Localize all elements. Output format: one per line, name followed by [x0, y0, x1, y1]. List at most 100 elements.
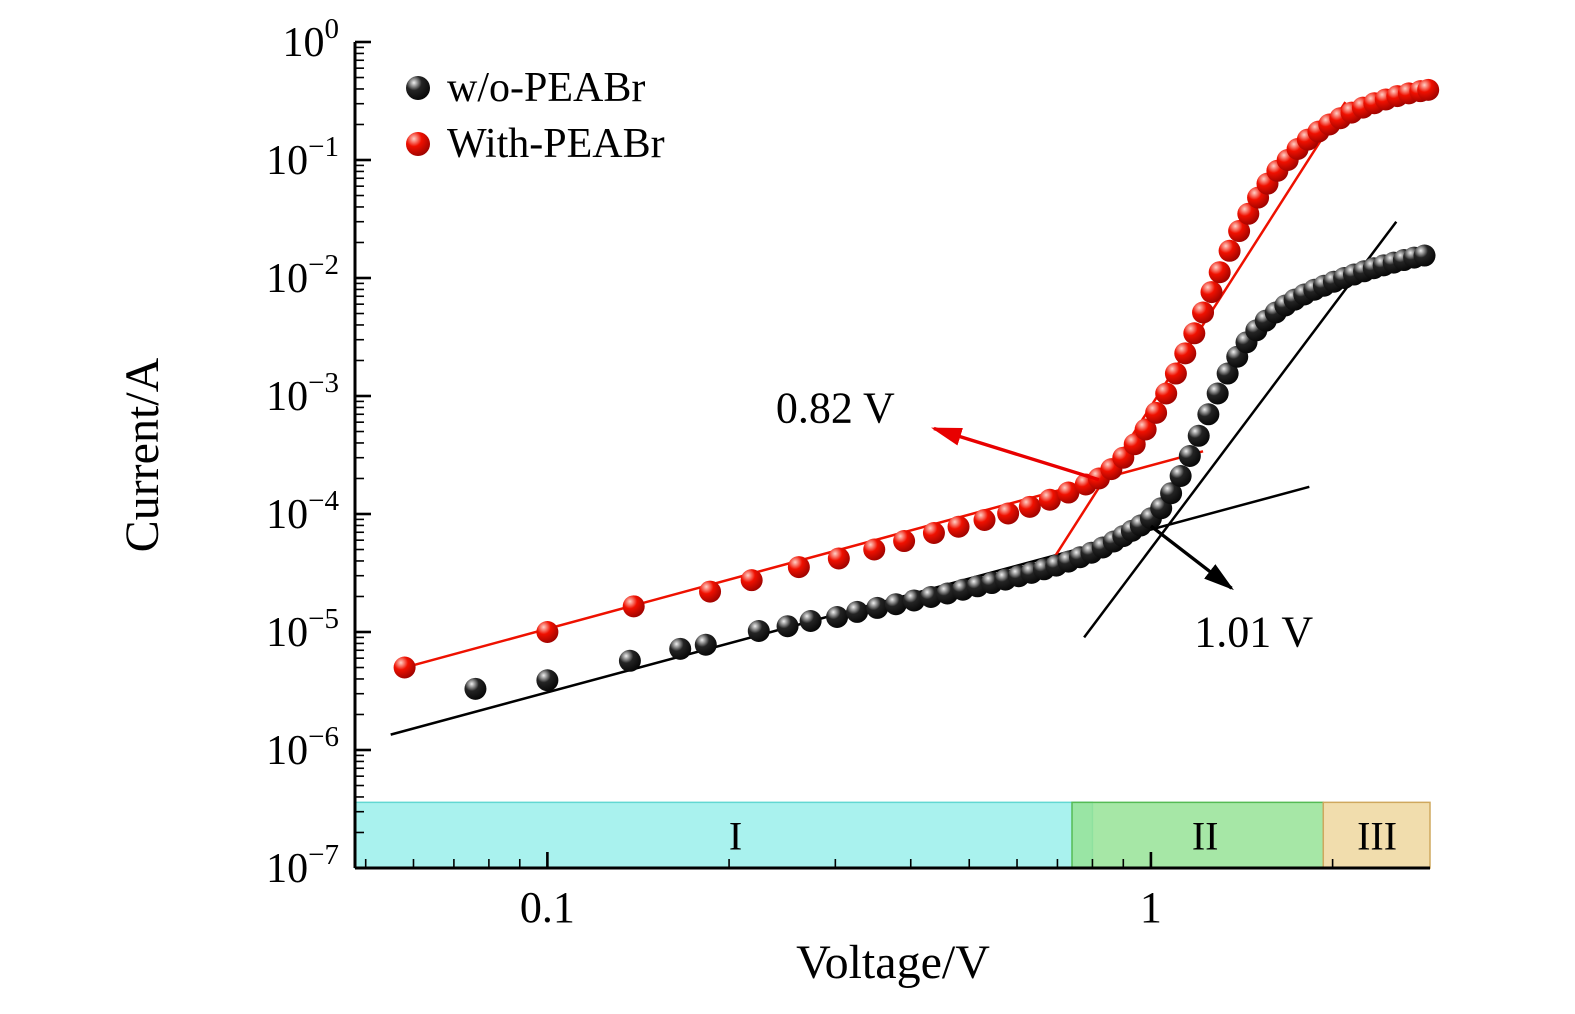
data-point — [1413, 244, 1436, 267]
y-tick-base: 10 — [266, 138, 308, 184]
data-point — [1206, 382, 1229, 405]
data-point — [740, 569, 763, 592]
data-point — [827, 547, 850, 570]
annotation-text: 0.82 V — [776, 384, 895, 433]
legend-marker — [406, 76, 430, 100]
black-tfl-fit — [1083, 220, 1398, 639]
y-axis-title: Current/A — [116, 357, 169, 552]
region-band-I — [354, 801, 1094, 869]
y-tick-exponent: −1 — [308, 131, 339, 163]
annotation-arrow — [931, 426, 1100, 482]
data-point — [997, 502, 1020, 525]
y-tick-label: 10−1 — [266, 131, 339, 184]
annotation-arrow — [1149, 524, 1234, 591]
region-label-III: III — [1357, 814, 1397, 859]
y-tick-base: 10 — [266, 256, 308, 302]
y-tick-label: 10−5 — [266, 603, 339, 656]
data-point — [799, 609, 822, 632]
y-tick-label: 100 — [283, 13, 340, 66]
data-point — [1200, 281, 1223, 304]
data-point — [893, 530, 916, 553]
data-point — [1155, 382, 1178, 405]
y-tick-exponent: −3 — [308, 367, 339, 399]
y-tick-base: 10 — [266, 728, 308, 774]
x-tick-label: 1 — [1140, 883, 1162, 932]
region-label-II: II — [1192, 814, 1219, 859]
legend-label: With-PEABr — [447, 121, 665, 167]
y-tick-exponent: −2 — [308, 249, 339, 281]
y-tick-exponent: −7 — [308, 839, 339, 871]
data-point — [1145, 401, 1168, 424]
data-point — [1174, 342, 1197, 365]
data-point — [669, 637, 692, 660]
y-tick-label: 10−2 — [266, 249, 339, 302]
data-point — [622, 595, 645, 618]
data-point — [787, 556, 810, 579]
region-band-III — [1322, 801, 1431, 869]
data-point — [536, 669, 559, 692]
data-point — [393, 656, 416, 679]
data-point — [1134, 418, 1157, 441]
data-point — [464, 677, 487, 700]
y-tick-exponent: −4 — [308, 485, 339, 517]
data-point — [618, 649, 641, 672]
data-point — [1197, 403, 1220, 426]
data-point — [776, 615, 799, 638]
data-point — [1216, 362, 1239, 385]
annotation-text: 1.01 V — [1194, 608, 1313, 657]
region-label-I: I — [729, 814, 742, 859]
data-point — [1178, 445, 1201, 468]
region-band-II — [1071, 801, 1325, 869]
data-point — [1160, 482, 1183, 505]
series-layer — [393, 78, 1440, 700]
legend-label: w/o-PEABr — [447, 65, 645, 111]
data-point — [1218, 239, 1241, 262]
series-With-PEABr — [393, 78, 1440, 679]
legend: w/o-PEABr With-PEABr — [406, 65, 665, 167]
data-point — [1183, 322, 1206, 345]
annotations-layer: 0.82 V 1.01 V — [776, 384, 1314, 657]
regions-layer: I II III — [354, 801, 1431, 869]
series-w/o-PEABr — [464, 244, 1436, 700]
data-point — [1187, 424, 1210, 447]
y-tick-exponent: −5 — [308, 603, 339, 635]
y-tick-label: 10−6 — [266, 721, 339, 774]
data-point — [973, 508, 996, 531]
y-tick-base: 10 — [266, 374, 308, 420]
data-point — [536, 621, 559, 643]
data-point — [846, 600, 869, 623]
data-point — [919, 585, 942, 608]
y-tick-base: 10 — [266, 846, 308, 892]
data-point — [903, 589, 926, 612]
y-tick-label: 10−7 — [266, 839, 339, 892]
y-tick-exponent: 0 — [325, 13, 340, 45]
data-point — [863, 538, 886, 561]
y-tick-exponent: −6 — [308, 721, 339, 753]
data-point — [866, 596, 889, 619]
y-tick-base: 10 — [283, 20, 325, 66]
data-point — [884, 593, 907, 616]
data-point — [1208, 261, 1231, 284]
y-tick-base: 10 — [266, 492, 308, 538]
data-point — [1057, 481, 1080, 504]
data-point — [1192, 301, 1215, 324]
data-point — [694, 633, 717, 656]
data-point — [1018, 495, 1041, 518]
data-point — [747, 619, 770, 642]
data-point — [1164, 362, 1187, 385]
data-point — [1417, 78, 1440, 101]
data-point — [1038, 488, 1061, 511]
data-point — [699, 580, 722, 603]
y-tick-base: 10 — [266, 610, 308, 656]
data-point — [1169, 464, 1192, 487]
data-point — [922, 522, 945, 545]
y-tick-label: 10−3 — [266, 367, 339, 420]
data-point — [947, 515, 970, 538]
x-tick-label: 0.1 — [520, 883, 575, 932]
data-point — [1237, 202, 1260, 225]
data-point — [1228, 220, 1251, 243]
y-tick-label: 10−4 — [266, 485, 339, 538]
